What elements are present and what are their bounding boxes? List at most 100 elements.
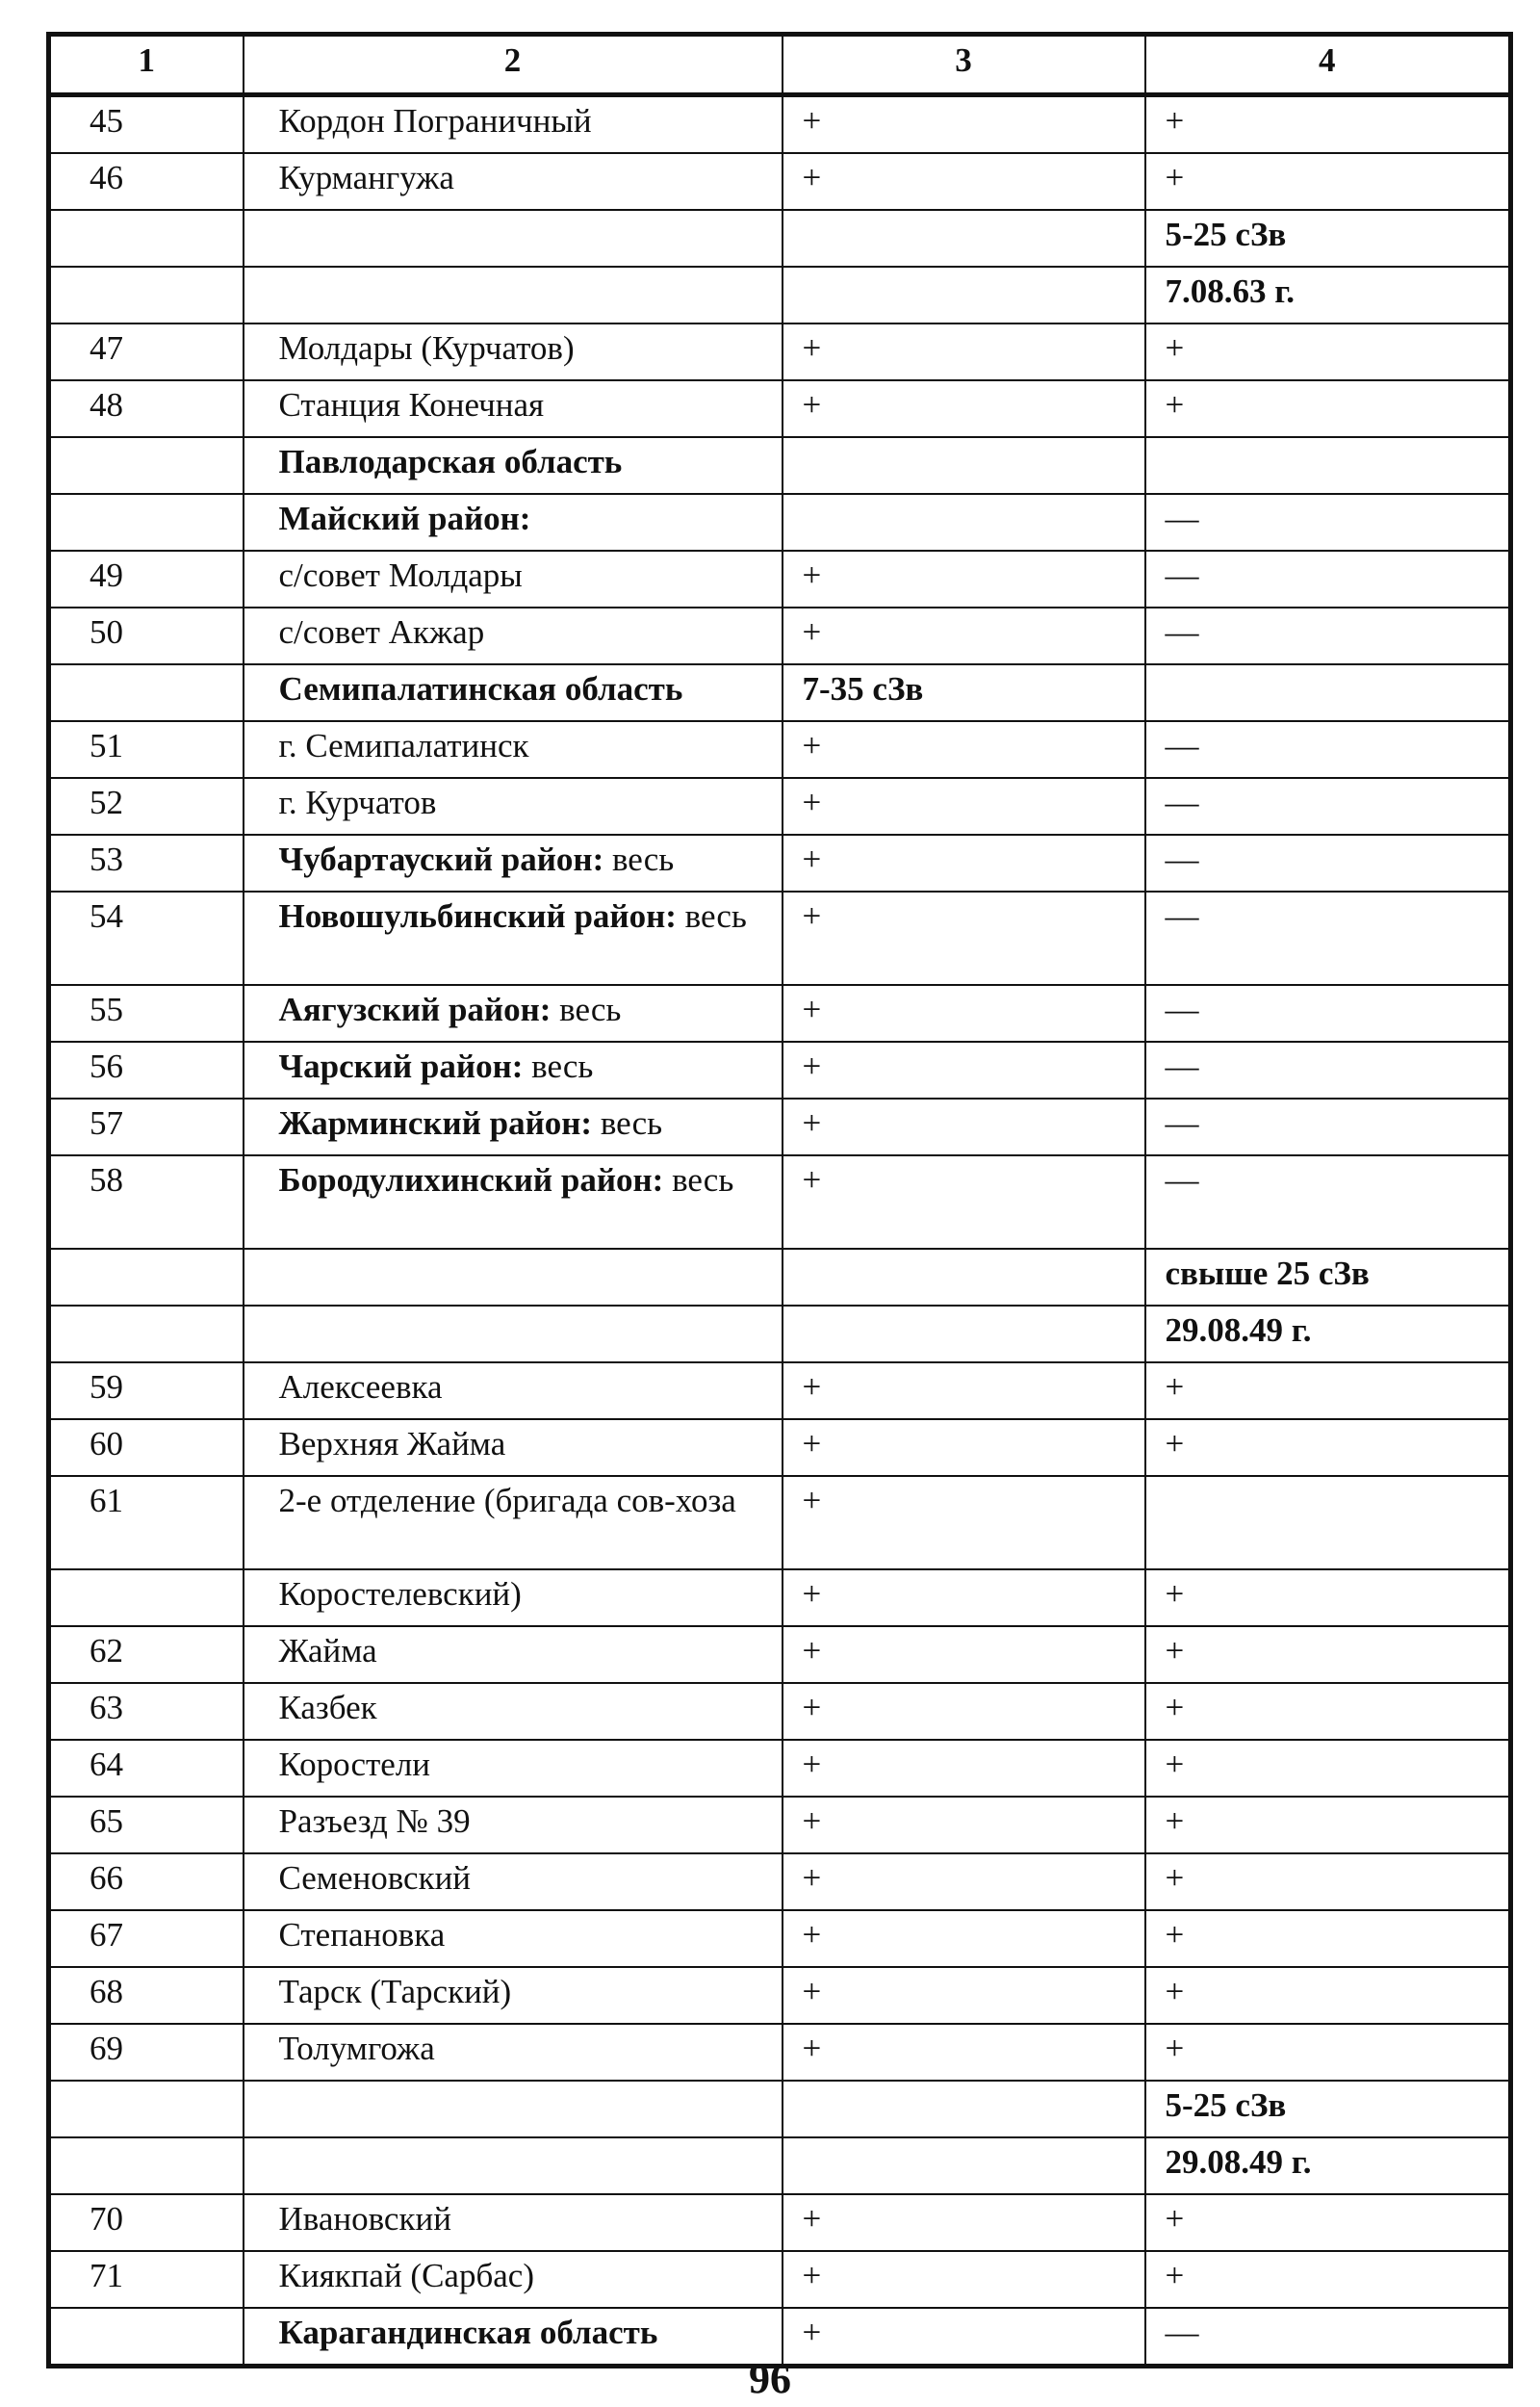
column-3-value: + xyxy=(781,550,1146,608)
column-3-value xyxy=(781,1248,1146,1307)
column-4-value: + xyxy=(1143,1796,1512,1854)
table-row: 65 Разъезд № 39 + + xyxy=(47,1796,1512,1854)
location-text: Алексеевка xyxy=(278,1368,443,1406)
region-label: Аягузский район: xyxy=(278,991,552,1028)
table-row: 45 Кордон Пограничный + + xyxy=(47,93,1512,154)
location-text: Станция Конечная xyxy=(278,386,545,424)
location-name: с/совет Акжар xyxy=(242,607,783,665)
region-label: Павлодарская область xyxy=(278,443,623,480)
location-name: Аягузский район: весь xyxy=(242,984,783,1043)
location-name: Кияк­пай (Сарбас) xyxy=(242,2250,783,2309)
location-text: весь xyxy=(592,1104,663,1142)
row-number: 46 xyxy=(47,152,244,211)
location-text: Семеновский xyxy=(278,1859,472,1897)
table-row: 56 Чарский район: весь + — xyxy=(47,1041,1512,1100)
location-text: Молдары (Курчатов) xyxy=(278,329,575,367)
location-name: Павлодарская область xyxy=(242,436,783,495)
location-text: Курмангужа xyxy=(278,159,454,196)
column-4-value: + xyxy=(1143,323,1512,381)
table-row: 29.08.49 г. xyxy=(47,1305,1512,1363)
location-text: Казбек xyxy=(278,1689,377,1726)
row-number: 56 xyxy=(47,1041,244,1100)
row-number: 53 xyxy=(47,834,244,893)
region-label: Новошульбинский район: xyxy=(278,897,677,935)
region-label: Карагандинская область xyxy=(278,2314,658,2351)
column-3-value xyxy=(781,493,1146,552)
location-name xyxy=(242,1305,783,1363)
header-row: 1 2 3 4 xyxy=(47,33,1512,97)
column-4-value: + xyxy=(1143,1418,1512,1477)
table-row: 51 г. Семипалатинск + — xyxy=(47,720,1512,779)
column-4-value: + xyxy=(1143,2023,1512,2082)
location-name: Майский район: xyxy=(242,493,783,552)
column-4-value: + xyxy=(1143,1625,1512,1684)
column-3-value xyxy=(781,1305,1146,1363)
column-3-value: + xyxy=(781,891,1146,986)
table-row: 50 с/совет Акжар + — xyxy=(47,607,1512,665)
column-3-value: + xyxy=(781,984,1146,1043)
column-4-value: + xyxy=(1143,152,1512,211)
row-number: 71 xyxy=(47,2250,244,2309)
table-row: 71 Кияк­пай (Сарбас) + + xyxy=(47,2250,1512,2309)
location-text: весь xyxy=(663,1161,734,1199)
column-3-value: + xyxy=(781,834,1146,893)
location-name: Коростели xyxy=(242,1739,783,1798)
column-4-value: 5-25 сЗв xyxy=(1143,2080,1512,2138)
column-3-value: + xyxy=(781,1909,1146,1968)
column-3-value: + xyxy=(781,777,1146,836)
row-number xyxy=(47,2307,244,2368)
column-3-value: + xyxy=(781,93,1146,154)
column-4-value: + xyxy=(1143,1909,1512,1968)
row-number: 62 xyxy=(47,1625,244,1684)
row-number: 67 xyxy=(47,1909,244,1968)
column-3-value: + xyxy=(781,2023,1146,2082)
column-4-value: — xyxy=(1143,550,1512,608)
location-name: Кордон Пограничный xyxy=(242,93,783,154)
row-number: 70 xyxy=(47,2193,244,2252)
location-name: Верхняя Жайма xyxy=(242,1418,783,1477)
column-3-value: + xyxy=(781,1966,1146,2025)
table-row: 66 Семеновский + + xyxy=(47,1852,1512,1911)
column-4-value: 29.08.49 г. xyxy=(1143,1305,1512,1363)
region-label: Бородулихинский район: xyxy=(278,1161,664,1199)
column-header: 2 xyxy=(242,33,783,97)
location-text: Жайма xyxy=(278,1632,377,1669)
table-row: 52 г. Курчатов + — xyxy=(47,777,1512,836)
table-row: 7.08.63 г. xyxy=(47,266,1512,324)
row-number: 51 xyxy=(47,720,244,779)
column-4-value: — xyxy=(1143,891,1512,986)
table-row: Майский район: — xyxy=(47,493,1512,552)
column-3-value: + xyxy=(781,1154,1146,1250)
table-row: 64 Коростели + + xyxy=(47,1739,1512,1798)
row-number: 68 xyxy=(47,1966,244,2025)
column-4-value: 5-25 сЗв xyxy=(1143,209,1512,268)
table-row: 54 Новошульбинский район: весь + — xyxy=(47,891,1512,986)
column-4-value xyxy=(1143,663,1512,722)
column-3-value xyxy=(781,2080,1146,2138)
table-row: 47 Молдары (Курчатов) + + xyxy=(47,323,1512,381)
row-number: 58 xyxy=(47,1154,244,1250)
column-3-value: + xyxy=(781,1475,1146,1570)
column-4-value: + xyxy=(1143,1966,1512,2025)
column-3-value: + xyxy=(781,607,1146,665)
column-header: 3 xyxy=(781,33,1146,97)
location-text: 2-е отделение (бригада сов-хоза xyxy=(278,1482,736,1519)
row-number: 65 xyxy=(47,1796,244,1854)
column-4-value: свыше 25 сЗв xyxy=(1143,1248,1512,1307)
row-number: 57 xyxy=(47,1098,244,1156)
table-row: 63 Казбек + + xyxy=(47,1682,1512,1741)
table-row: 59 Алексеевка + + xyxy=(47,1361,1512,1420)
column-4-value: + xyxy=(1143,1361,1512,1420)
row-number xyxy=(47,2080,244,2138)
column-header: 1 xyxy=(47,33,244,97)
row-number: 61 xyxy=(47,1475,244,1570)
location-name: Тарск (Тарский) xyxy=(242,1966,783,2025)
table-row: 29.08.49 г. xyxy=(47,2136,1512,2195)
location-text: весь xyxy=(551,991,622,1028)
location-name: Чарский район: весь xyxy=(242,1041,783,1100)
column-4-value: + xyxy=(1143,1852,1512,1911)
row-number xyxy=(47,1305,244,1363)
table-row: 70 Ивановский + + xyxy=(47,2193,1512,2252)
location-name: Разъезд № 39 xyxy=(242,1796,783,1854)
column-3-value: + xyxy=(781,2250,1146,2309)
